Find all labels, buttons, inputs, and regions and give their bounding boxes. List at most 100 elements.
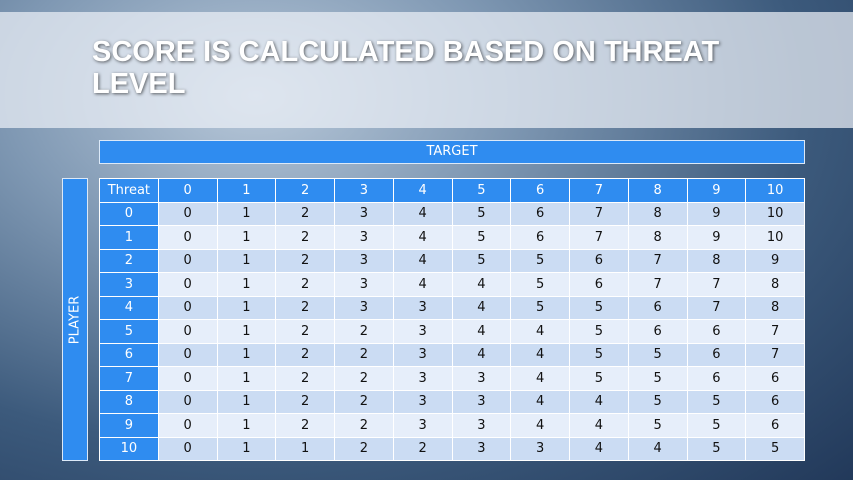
score-cell: 2	[275, 201, 335, 226]
header-cell: 10	[745, 178, 805, 203]
row-label: 10	[99, 436, 159, 461]
row-label: 8	[99, 389, 159, 414]
row-label: 9	[99, 413, 159, 438]
row-label: 4	[99, 295, 159, 320]
score-cell: 5	[510, 272, 570, 297]
row-label: 2	[99, 248, 159, 273]
header-cell: 7	[569, 178, 629, 203]
row-group-label: PLAYER	[67, 295, 83, 344]
score-cell: 1	[216, 366, 277, 391]
score-cell: 2	[275, 248, 335, 273]
score-cell: 1	[275, 436, 335, 461]
header-cell: 1	[216, 178, 277, 203]
score-cell: 2	[275, 319, 335, 344]
score-cell: 0	[157, 295, 218, 320]
table-row: 10 0 1 1 2 2 3 3 4 4 5 5	[99, 436, 805, 461]
score-cell: 4	[569, 389, 629, 414]
score-cell: 2	[275, 366, 335, 391]
score-cell: 0	[157, 342, 218, 367]
score-cell: 0	[157, 248, 218, 273]
header-cell: 8	[627, 178, 688, 203]
score-cell: 6	[627, 319, 688, 344]
score-cell: 5	[745, 436, 805, 461]
score-cell: 5	[569, 319, 629, 344]
score-cell: 2	[275, 342, 335, 367]
score-cell: 1	[216, 248, 277, 273]
header-cell: 6	[510, 178, 570, 203]
score-cell: 5	[627, 342, 688, 367]
score-cell: 6	[686, 319, 747, 344]
score-cell: 5	[569, 342, 629, 367]
score-cell: 3	[392, 295, 453, 320]
score-cell: 6	[745, 366, 805, 391]
score-cell: 3	[392, 389, 453, 414]
score-cell: 2	[334, 319, 394, 344]
score-cell: 3	[510, 436, 570, 461]
score-cell: 5	[627, 413, 688, 438]
score-cell: 3	[392, 366, 453, 391]
score-cell: 5	[569, 295, 629, 320]
score-cell: 6	[510, 225, 570, 250]
score-cell: 3	[334, 272, 394, 297]
score-cell: 4	[392, 201, 453, 226]
score-cell: 5	[627, 389, 688, 414]
header-cell: 3	[334, 178, 394, 203]
score-cell: 2	[275, 272, 335, 297]
score-cell: 2	[334, 366, 394, 391]
score-cell: 3	[451, 413, 512, 438]
score-cell: 3	[451, 389, 512, 414]
score-cell: 6	[686, 366, 747, 391]
score-cell: 8	[745, 295, 805, 320]
score-cell: 7	[569, 225, 629, 250]
score-cell: 0	[157, 436, 218, 461]
score-cell: 6	[627, 295, 688, 320]
score-cell: 4	[451, 295, 512, 320]
score-cell: 3	[392, 413, 453, 438]
score-cell: 8	[627, 225, 688, 250]
score-cell: 10	[745, 201, 805, 226]
score-cell: 6	[569, 248, 629, 273]
score-cell: 4	[451, 319, 512, 344]
score-cell: 6	[745, 413, 805, 438]
score-cell: 7	[745, 342, 805, 367]
score-cell: 4	[392, 225, 453, 250]
column-group-label: TARGET	[99, 140, 805, 164]
title-band	[0, 12, 853, 128]
header-cell: 2	[275, 178, 335, 203]
row-label: 3	[99, 272, 159, 297]
score-cell: 2	[334, 436, 394, 461]
score-cell: 3	[334, 248, 394, 273]
score-cell: 3	[451, 366, 512, 391]
score-cell: 6	[745, 389, 805, 414]
score-cell: 4	[392, 272, 453, 297]
score-cell: 4	[510, 319, 570, 344]
score-cell: 3	[334, 201, 394, 226]
row-label: 5	[99, 319, 159, 344]
score-cell: 4	[510, 389, 570, 414]
score-cell: 4	[510, 342, 570, 367]
slide-title: SCORE IS CALCULATED BASED ON THREAT LEVE…	[92, 36, 720, 100]
row-group-box: PLAYER	[62, 178, 88, 461]
score-cell: 5	[627, 366, 688, 391]
score-cell: 7	[686, 272, 747, 297]
score-cell: 0	[157, 201, 218, 226]
score-cell: 0	[157, 413, 218, 438]
header-cell: Threat	[99, 178, 159, 203]
score-cell: 3	[392, 342, 453, 367]
score-cell: 5	[510, 295, 570, 320]
score-cell: 7	[627, 248, 688, 273]
score-cell: 4	[569, 436, 629, 461]
score-cell: 1	[216, 295, 277, 320]
score-cell: 8	[745, 272, 805, 297]
score-cell: 7	[627, 272, 688, 297]
row-label: 7	[99, 366, 159, 391]
table-row: 1 0 1 2 3 4 5 6 7 8 9 10	[99, 225, 805, 250]
score-cell: 7	[569, 201, 629, 226]
score-cell: 5	[510, 248, 570, 273]
score-cell: 1	[216, 272, 277, 297]
